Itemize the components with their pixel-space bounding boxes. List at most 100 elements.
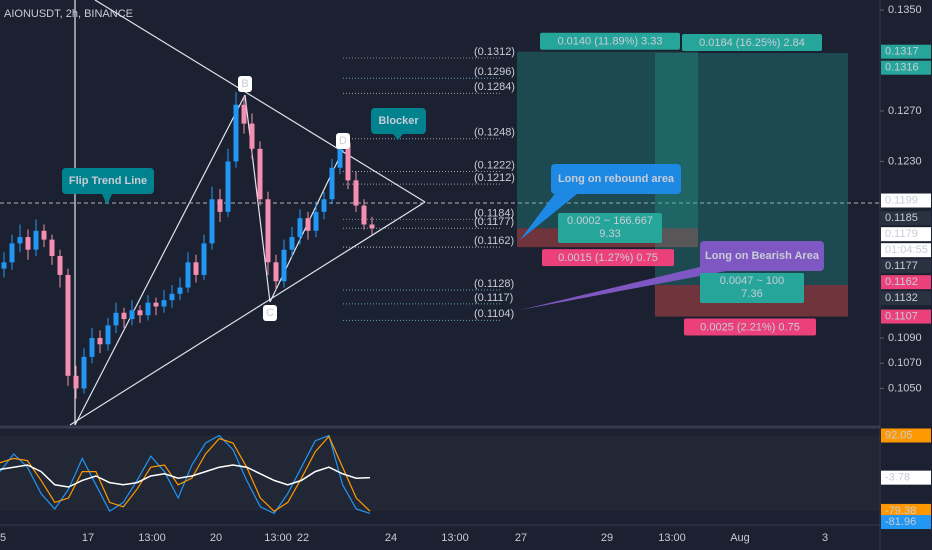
candle-body <box>329 167 335 200</box>
candle-body <box>361 205 367 225</box>
y-tick-label: 0.1070 <box>888 357 922 369</box>
price-tag-label: 0.1316 <box>885 62 919 74</box>
price-tag-label: 0.1162 <box>885 276 918 288</box>
stop-label: 0.0015 (1.27%) 0.75 <box>558 252 658 264</box>
callout-text: Flip Trend Line <box>69 175 147 187</box>
target-label: 0.0140 (11.89%) 3.33 <box>558 36 663 48</box>
y-tick-label: 0.1090 <box>888 332 922 344</box>
candle-body <box>25 237 31 250</box>
candle-body <box>217 199 223 212</box>
candle-body <box>313 211 319 231</box>
x-tick-label: 17 <box>82 532 94 544</box>
candle-body <box>369 224 375 229</box>
point-label: B <box>241 78 248 90</box>
price-tag <box>881 309 931 324</box>
x-tick-label: 13:00 <box>658 532 686 544</box>
candle-body <box>201 243 207 275</box>
entry-label: 9.33 <box>599 228 620 240</box>
target-label: 0.0184 (16.25%) 2.84 <box>699 37 805 49</box>
candle-body <box>9 243 15 263</box>
candle-body <box>257 148 263 200</box>
fib-label: (0.1177) <box>474 216 514 228</box>
candle-body <box>305 218 311 231</box>
price-tag <box>881 193 931 208</box>
osc-tag-label: -79.38 <box>885 505 916 517</box>
price-tag <box>881 275 931 290</box>
callout-pointer <box>393 134 403 140</box>
x-tick-label: 24 <box>385 532 397 544</box>
candle-body <box>97 337 103 345</box>
callout-box <box>371 108 426 134</box>
price-tag-label: 0.1185 <box>885 212 918 224</box>
price-tag-label: 0.1107 <box>885 310 918 322</box>
candle-body <box>1 262 7 269</box>
fib-label: (0.1128) <box>474 278 514 290</box>
y-tick-label: 0.1050 <box>888 382 922 394</box>
stop-box <box>684 318 816 336</box>
profit-zone <box>517 51 698 229</box>
x-tick-label: 13:00 <box>441 532 469 544</box>
price-tag <box>881 227 931 242</box>
x-tick-label: 13:00 <box>264 532 292 544</box>
price-tag-label: 0.1199 <box>885 194 918 206</box>
candle-body <box>273 262 279 282</box>
candle-body <box>89 337 95 357</box>
x-tick-label: 5 <box>0 532 6 544</box>
osc-tag <box>881 470 931 485</box>
callout-pointer <box>102 194 112 205</box>
x-tick-label: 3 <box>822 532 828 544</box>
y-tick-label: 0.1230 <box>888 155 922 167</box>
candle-body <box>81 356 87 389</box>
candle-body <box>281 249 287 282</box>
point-label: D <box>339 135 347 147</box>
price-tag <box>881 44 931 59</box>
candle-body <box>193 262 199 275</box>
x-tick-label: Aug <box>730 532 750 544</box>
price-tag <box>881 259 931 274</box>
fib-label: (0.1312) <box>474 46 515 58</box>
osc-line <box>0 435 371 512</box>
y-tick-label: 0.1350 <box>888 4 922 16</box>
candle-body <box>17 237 23 244</box>
candle-body <box>185 262 191 288</box>
candle-body <box>225 161 231 212</box>
candle-body <box>169 293 175 301</box>
candle-body <box>153 302 159 307</box>
fib-label: (0.1248) <box>474 127 515 139</box>
entry-box <box>558 213 662 243</box>
fib-label: (0.1284) <box>474 81 515 93</box>
point-badge <box>263 305 277 321</box>
osc-tag-label: -81.96 <box>885 516 916 528</box>
fib-label: (0.1222) <box>474 159 515 171</box>
fib-label: (0.1184) <box>474 207 514 219</box>
price-tag <box>881 211 931 226</box>
candle-body <box>57 256 63 275</box>
candle-body <box>33 230 39 250</box>
x-tick-label: 20 <box>210 532 222 544</box>
callout-pointer <box>520 265 726 310</box>
price-tag <box>881 291 931 306</box>
candle-body <box>241 104 247 124</box>
candle-body <box>49 239 55 257</box>
candle-body <box>321 199 327 212</box>
candle-body <box>145 302 151 316</box>
fib-label: (0.1212) <box>474 172 515 184</box>
candle-body <box>121 312 127 320</box>
candle-body <box>113 312 119 326</box>
candle-body <box>345 142 351 181</box>
candle-body <box>297 218 303 238</box>
callout-text: Long on Bearish Area <box>705 250 820 262</box>
countdown-box <box>881 243 931 258</box>
candle-body <box>353 180 359 206</box>
candle-body <box>337 142 343 168</box>
osc-line <box>0 464 371 488</box>
candle-body <box>249 123 255 149</box>
price-tag-label: 0.1177 <box>885 260 918 272</box>
x-tick-label: 27 <box>515 532 527 544</box>
x-tick-label: 13:00 <box>138 532 166 544</box>
candle-body <box>265 199 271 263</box>
price-tag-label: 0.1132 <box>885 292 918 304</box>
callout-text: Blocker <box>378 115 419 127</box>
osc-tag <box>881 428 931 443</box>
